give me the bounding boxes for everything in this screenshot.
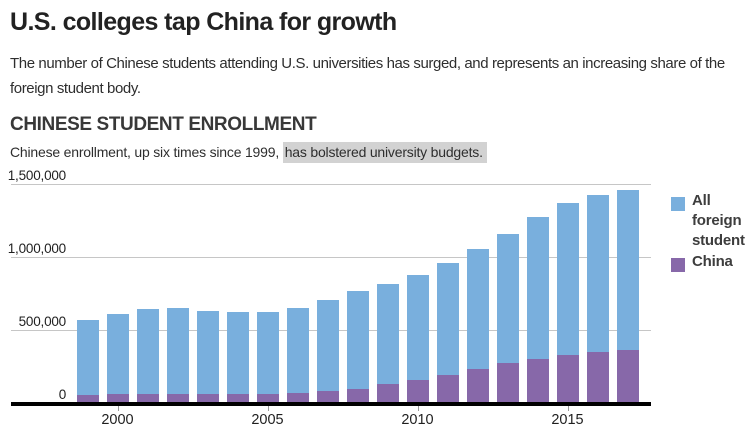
bar-segment-china-2003 xyxy=(196,394,219,403)
x-axis-tick-label: 2000 xyxy=(101,412,134,428)
bar-segment-china-1999 xyxy=(76,395,99,403)
bar-segment-china-2012 xyxy=(466,368,489,403)
bar-segment-all-foreign-2010 xyxy=(406,274,429,380)
caption-highlight-text: has bolstered university budgets. xyxy=(282,142,487,163)
bar-segment-all-foreign-2017 xyxy=(616,190,639,350)
bar-segment-china-2000 xyxy=(106,394,129,403)
bar-2003 xyxy=(196,310,219,403)
bar-segment-china-2013 xyxy=(496,362,519,403)
bar-segment-all-foreign-2009 xyxy=(376,283,399,385)
bar-1999 xyxy=(76,320,99,403)
bar-2001 xyxy=(136,308,159,403)
bar-segment-all-foreign-2007 xyxy=(316,300,339,392)
bar-2007 xyxy=(316,300,339,403)
bar-2011 xyxy=(436,263,459,403)
bar-2013 xyxy=(496,233,519,403)
bar-segment-china-2009 xyxy=(376,384,399,403)
bar-segment-all-foreign-2004 xyxy=(226,311,249,394)
bar-segment-all-foreign-2002 xyxy=(166,308,189,394)
bar-segment-china-2017 xyxy=(616,349,639,403)
bar-2000 xyxy=(106,314,129,403)
bar-segment-all-foreign-2000 xyxy=(106,314,129,395)
bar-2002 xyxy=(166,308,189,403)
y-axis-tick-label: 1,500,000 xyxy=(7,167,66,183)
x-axis-tick-label: 2005 xyxy=(251,412,284,428)
bar-2005 xyxy=(256,311,279,404)
bar-segment-china-2005 xyxy=(256,393,279,403)
bar-segment-all-foreign-2011 xyxy=(436,263,459,375)
bar-segment-china-2002 xyxy=(166,393,189,403)
bar-2012 xyxy=(466,249,489,403)
bar-segment-china-2011 xyxy=(436,374,459,403)
bar-segment-china-2015 xyxy=(556,355,579,403)
x-axis-tick-label: 2010 xyxy=(401,412,434,428)
subtitle: The number of Chinese students attending… xyxy=(10,55,725,97)
bar-segment-all-foreign-2005 xyxy=(256,311,279,394)
x-axis-tick xyxy=(267,406,269,411)
bar-segment-all-foreign-2016 xyxy=(586,194,609,352)
y-axis-tick-label: 1,000,000 xyxy=(7,240,66,256)
bar-segment-all-foreign-2015 xyxy=(556,202,579,356)
bar-segment-china-2014 xyxy=(526,358,549,403)
bar-segment-china-2006 xyxy=(286,393,309,403)
bar-segment-china-2007 xyxy=(316,391,339,403)
bar-segment-china-2001 xyxy=(136,393,159,403)
x-axis-tick xyxy=(117,406,119,411)
y-axis-tick-label: 0 xyxy=(58,386,67,402)
grid-line xyxy=(11,257,651,259)
bar-segment-all-foreign-2014 xyxy=(526,216,549,359)
bar-2009 xyxy=(376,283,399,403)
bar-2016 xyxy=(586,194,609,403)
bar-segment-china-2010 xyxy=(406,380,429,403)
bar-segment-all-foreign-2003 xyxy=(196,310,219,394)
x-axis-tick xyxy=(567,406,569,411)
bar-segment-all-foreign-2012 xyxy=(466,249,489,369)
bar-2008 xyxy=(346,290,369,403)
bar-segment-all-foreign-2006 xyxy=(286,308,309,394)
chart-caption: Chinese enrollment, up six times since 1… xyxy=(10,142,730,163)
bar-2006 xyxy=(286,308,309,403)
bar-segment-china-2004 xyxy=(226,393,249,403)
bar-2015 xyxy=(556,202,579,403)
y-axis-tick-label: 500,000 xyxy=(18,313,67,329)
x-axis-line xyxy=(11,402,651,406)
bar-2017 xyxy=(616,190,639,403)
bar-segment-all-foreign-2001 xyxy=(136,308,159,394)
bar-2014 xyxy=(526,216,549,404)
chart-title: CHINESE STUDENT ENROLLMENT xyxy=(10,114,317,135)
caption-text: Chinese enrollment, up six times since 1… xyxy=(10,144,283,160)
bar-segment-china-2008 xyxy=(346,388,369,403)
bar-segment-all-foreign-2013 xyxy=(496,233,519,363)
bar-2004 xyxy=(226,311,249,404)
page-title: U.S. colleges tap China for growth xyxy=(10,8,397,36)
bar-segment-all-foreign-1999 xyxy=(76,320,99,395)
bar-2010 xyxy=(406,274,429,403)
x-axis-tick-label: 2015 xyxy=(551,412,584,428)
grid-line xyxy=(11,184,651,186)
x-axis-tick xyxy=(417,406,419,411)
bar-segment-china-2016 xyxy=(586,351,609,403)
bar-segment-all-foreign-2008 xyxy=(346,290,369,389)
